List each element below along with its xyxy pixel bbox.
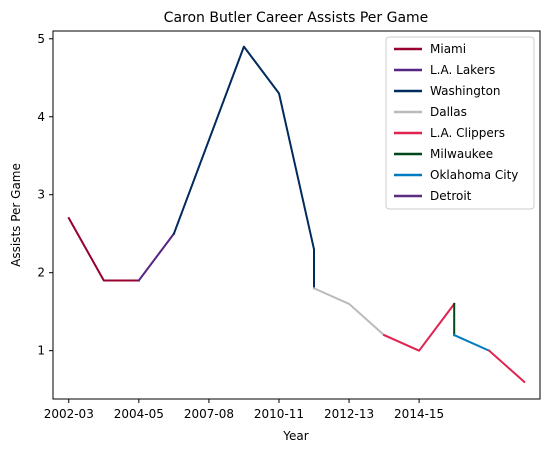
y-tick-label: 5 (37, 32, 45, 46)
x-tick-label: 2010-11 (254, 407, 304, 421)
legend-label: Dallas (430, 105, 467, 119)
y-tick-label: 1 (37, 344, 45, 358)
y-tick-label: 2 (37, 266, 45, 280)
legend-label: Washington (430, 84, 501, 98)
x-tick-label: 2014-15 (394, 407, 444, 421)
legend-label: L.A. Clippers (430, 126, 505, 140)
x-axis-label: Year (282, 429, 308, 443)
legend-label: Oklahoma City (430, 168, 518, 182)
series-line-miami-0 (69, 218, 139, 280)
series-line-dallas-3 (314, 288, 384, 335)
series-line-l-a-clippers-8 (489, 351, 524, 382)
legend-label: Milwaukee (430, 147, 493, 161)
chart-title: Caron Butler Career Assists Per Game (164, 10, 429, 26)
y-tick-label: 4 (37, 110, 45, 124)
y-tick-label: 3 (37, 188, 45, 202)
x-tick-label: 2002-03 (44, 407, 94, 421)
series-line-oklahoma-city-6 (454, 335, 489, 351)
x-tick-label: 2007-08 (184, 407, 234, 421)
series-line-l-a-clippers-4 (384, 304, 454, 351)
y-axis-label: Assists Per Game (9, 163, 23, 267)
legend-label: Detroit (430, 189, 472, 203)
x-tick-label: 2012-13 (324, 407, 374, 421)
series-line-washington-2 (174, 47, 314, 289)
legend: Miami L.A. Lakers Washington Dallas L.A. Cli… (386, 37, 534, 209)
series-line-l-a-lakers-1 (139, 234, 174, 281)
x-tick-label: 2004-05 (114, 407, 164, 421)
legend-label: L.A. Lakers (430, 63, 495, 77)
legend-label: Miami (430, 42, 466, 56)
